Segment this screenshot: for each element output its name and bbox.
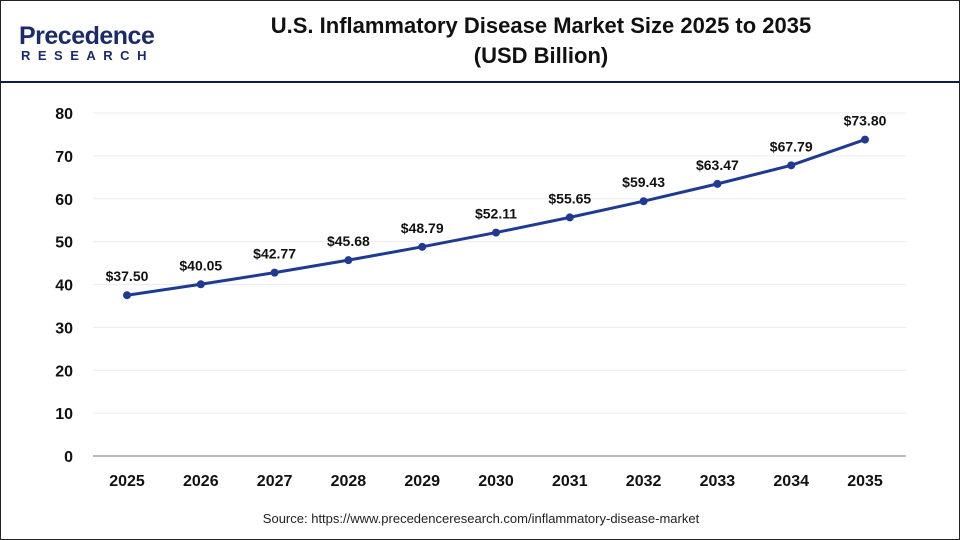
- data-point: [861, 135, 869, 144]
- x-tick-label: 2027: [257, 473, 293, 490]
- y-tick-label: 20: [55, 363, 73, 380]
- y-tick-label: 10: [55, 406, 73, 423]
- data-point: [713, 179, 722, 188]
- x-tick-label: 2033: [700, 473, 736, 490]
- data-point: [565, 213, 574, 222]
- y-tick-label: 70: [55, 149, 73, 166]
- x-tick-label: 2031: [552, 473, 588, 490]
- source-note: Source: https://www.precedenceresearch.c…: [262, 511, 700, 526]
- data-label: $67.79: [770, 138, 813, 154]
- x-tick-label: 2035: [847, 473, 883, 490]
- data-point: [492, 228, 500, 237]
- x-tick-label: 2029: [404, 473, 440, 490]
- y-tick-label: 0: [64, 449, 73, 466]
- data-label: $52.11: [475, 206, 517, 222]
- logo-line2: RESEARCH: [21, 48, 154, 63]
- data-point: [123, 291, 131, 300]
- data-label: $59.43: [622, 174, 665, 190]
- data-label: $45.68: [327, 233, 370, 249]
- data-label: $42.77: [253, 246, 296, 262]
- chart-title: U.S. Inflammatory Disease Market Size 20…: [221, 11, 861, 71]
- x-tick-label: 2026: [183, 473, 219, 490]
- x-tick-label: 2025: [109, 473, 145, 490]
- data-label: $40.05: [179, 257, 222, 273]
- y-tick-label: 80: [55, 106, 73, 123]
- x-tick-label: 2032: [626, 473, 662, 490]
- data-label: $73.80: [844, 113, 887, 129]
- title-line1: U.S. Inflammatory Disease Market Size 20…: [270, 13, 812, 38]
- data-point: [196, 280, 205, 289]
- logo: Precedence RESEARCH: [19, 23, 159, 63]
- title-line2: (USD Billion): [473, 43, 609, 68]
- data-point: [639, 197, 648, 206]
- data-point: [344, 256, 353, 265]
- data-label: $37.50: [106, 268, 149, 284]
- logo-line1: Precedence: [19, 22, 155, 50]
- header-divider: [1, 81, 959, 83]
- data-point: [787, 161, 796, 170]
- y-tick-label: 30: [55, 320, 73, 337]
- data-label: $55.65: [548, 190, 591, 206]
- data-label: $48.79: [401, 220, 444, 236]
- x-tick-label: 2030: [478, 473, 514, 490]
- data-point: [270, 268, 279, 277]
- y-tick-label: 50: [55, 235, 73, 252]
- x-tick-label: 2028: [331, 473, 367, 490]
- x-tick-label: 2034: [773, 473, 809, 490]
- data-point: [418, 242, 427, 251]
- y-tick-label: 40: [55, 278, 73, 295]
- data-label: $63.47: [696, 157, 739, 173]
- y-tick-label: 60: [55, 192, 73, 209]
